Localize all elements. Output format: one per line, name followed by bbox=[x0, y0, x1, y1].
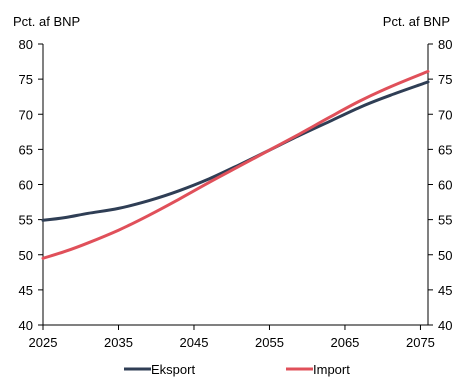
y-tick-label-right: 80 bbox=[438, 37, 452, 52]
y-tick-label-left: 75 bbox=[19, 72, 33, 87]
x-tick-label: 2025 bbox=[29, 335, 58, 350]
y-axis-label-right: Pct. af BNP bbox=[383, 14, 450, 29]
legend-label-eksport: Eksport bbox=[151, 362, 195, 377]
y-tick-label-right: 60 bbox=[438, 178, 452, 193]
y-tick-label-left: 55 bbox=[19, 213, 33, 228]
y-tick-label-right: 70 bbox=[438, 107, 452, 122]
series-line-import bbox=[41, 69, 430, 260]
y-ticks-right: 40 45 50 55 60 65 70 75 80 bbox=[428, 37, 452, 333]
x-tick-label: 2035 bbox=[104, 335, 133, 350]
y-ticks-left: 40 45 50 55 60 65 70 75 80 bbox=[19, 37, 43, 333]
y-tick-label-left: 80 bbox=[19, 37, 33, 52]
x-tick-label: 2065 bbox=[330, 335, 359, 350]
y-tick-label-left: 40 bbox=[19, 318, 33, 333]
x-tick-label: 2045 bbox=[180, 335, 209, 350]
y-tick-label-right: 50 bbox=[438, 248, 452, 263]
y-tick-label-right: 75 bbox=[438, 72, 452, 87]
y-tick-label-left: 50 bbox=[19, 248, 33, 263]
y-tick-label-right: 45 bbox=[438, 283, 452, 298]
series-layer bbox=[41, 69, 430, 260]
y-tick-label-right: 55 bbox=[438, 213, 452, 228]
y-tick-label-right: 40 bbox=[438, 318, 452, 333]
x-tick-label: 2055 bbox=[255, 335, 284, 350]
y-tick-label-left: 45 bbox=[19, 283, 33, 298]
x-ticks: 2025 2035 2045 2055 2065 2075 bbox=[29, 325, 435, 350]
y-tick-label-left: 60 bbox=[19, 178, 33, 193]
x-tick-label: 2075 bbox=[406, 335, 435, 350]
legend-label-import: Import bbox=[313, 362, 350, 377]
y-tick-label-left: 70 bbox=[19, 107, 33, 122]
series-line-eksport bbox=[41, 80, 430, 222]
y-axis-label-left: Pct. af BNP bbox=[13, 14, 80, 29]
legend: Eksport Import bbox=[124, 362, 350, 377]
y-tick-label-left: 65 bbox=[19, 142, 33, 157]
y-tick-label-right: 65 bbox=[438, 142, 452, 157]
axes bbox=[42, 44, 429, 326]
